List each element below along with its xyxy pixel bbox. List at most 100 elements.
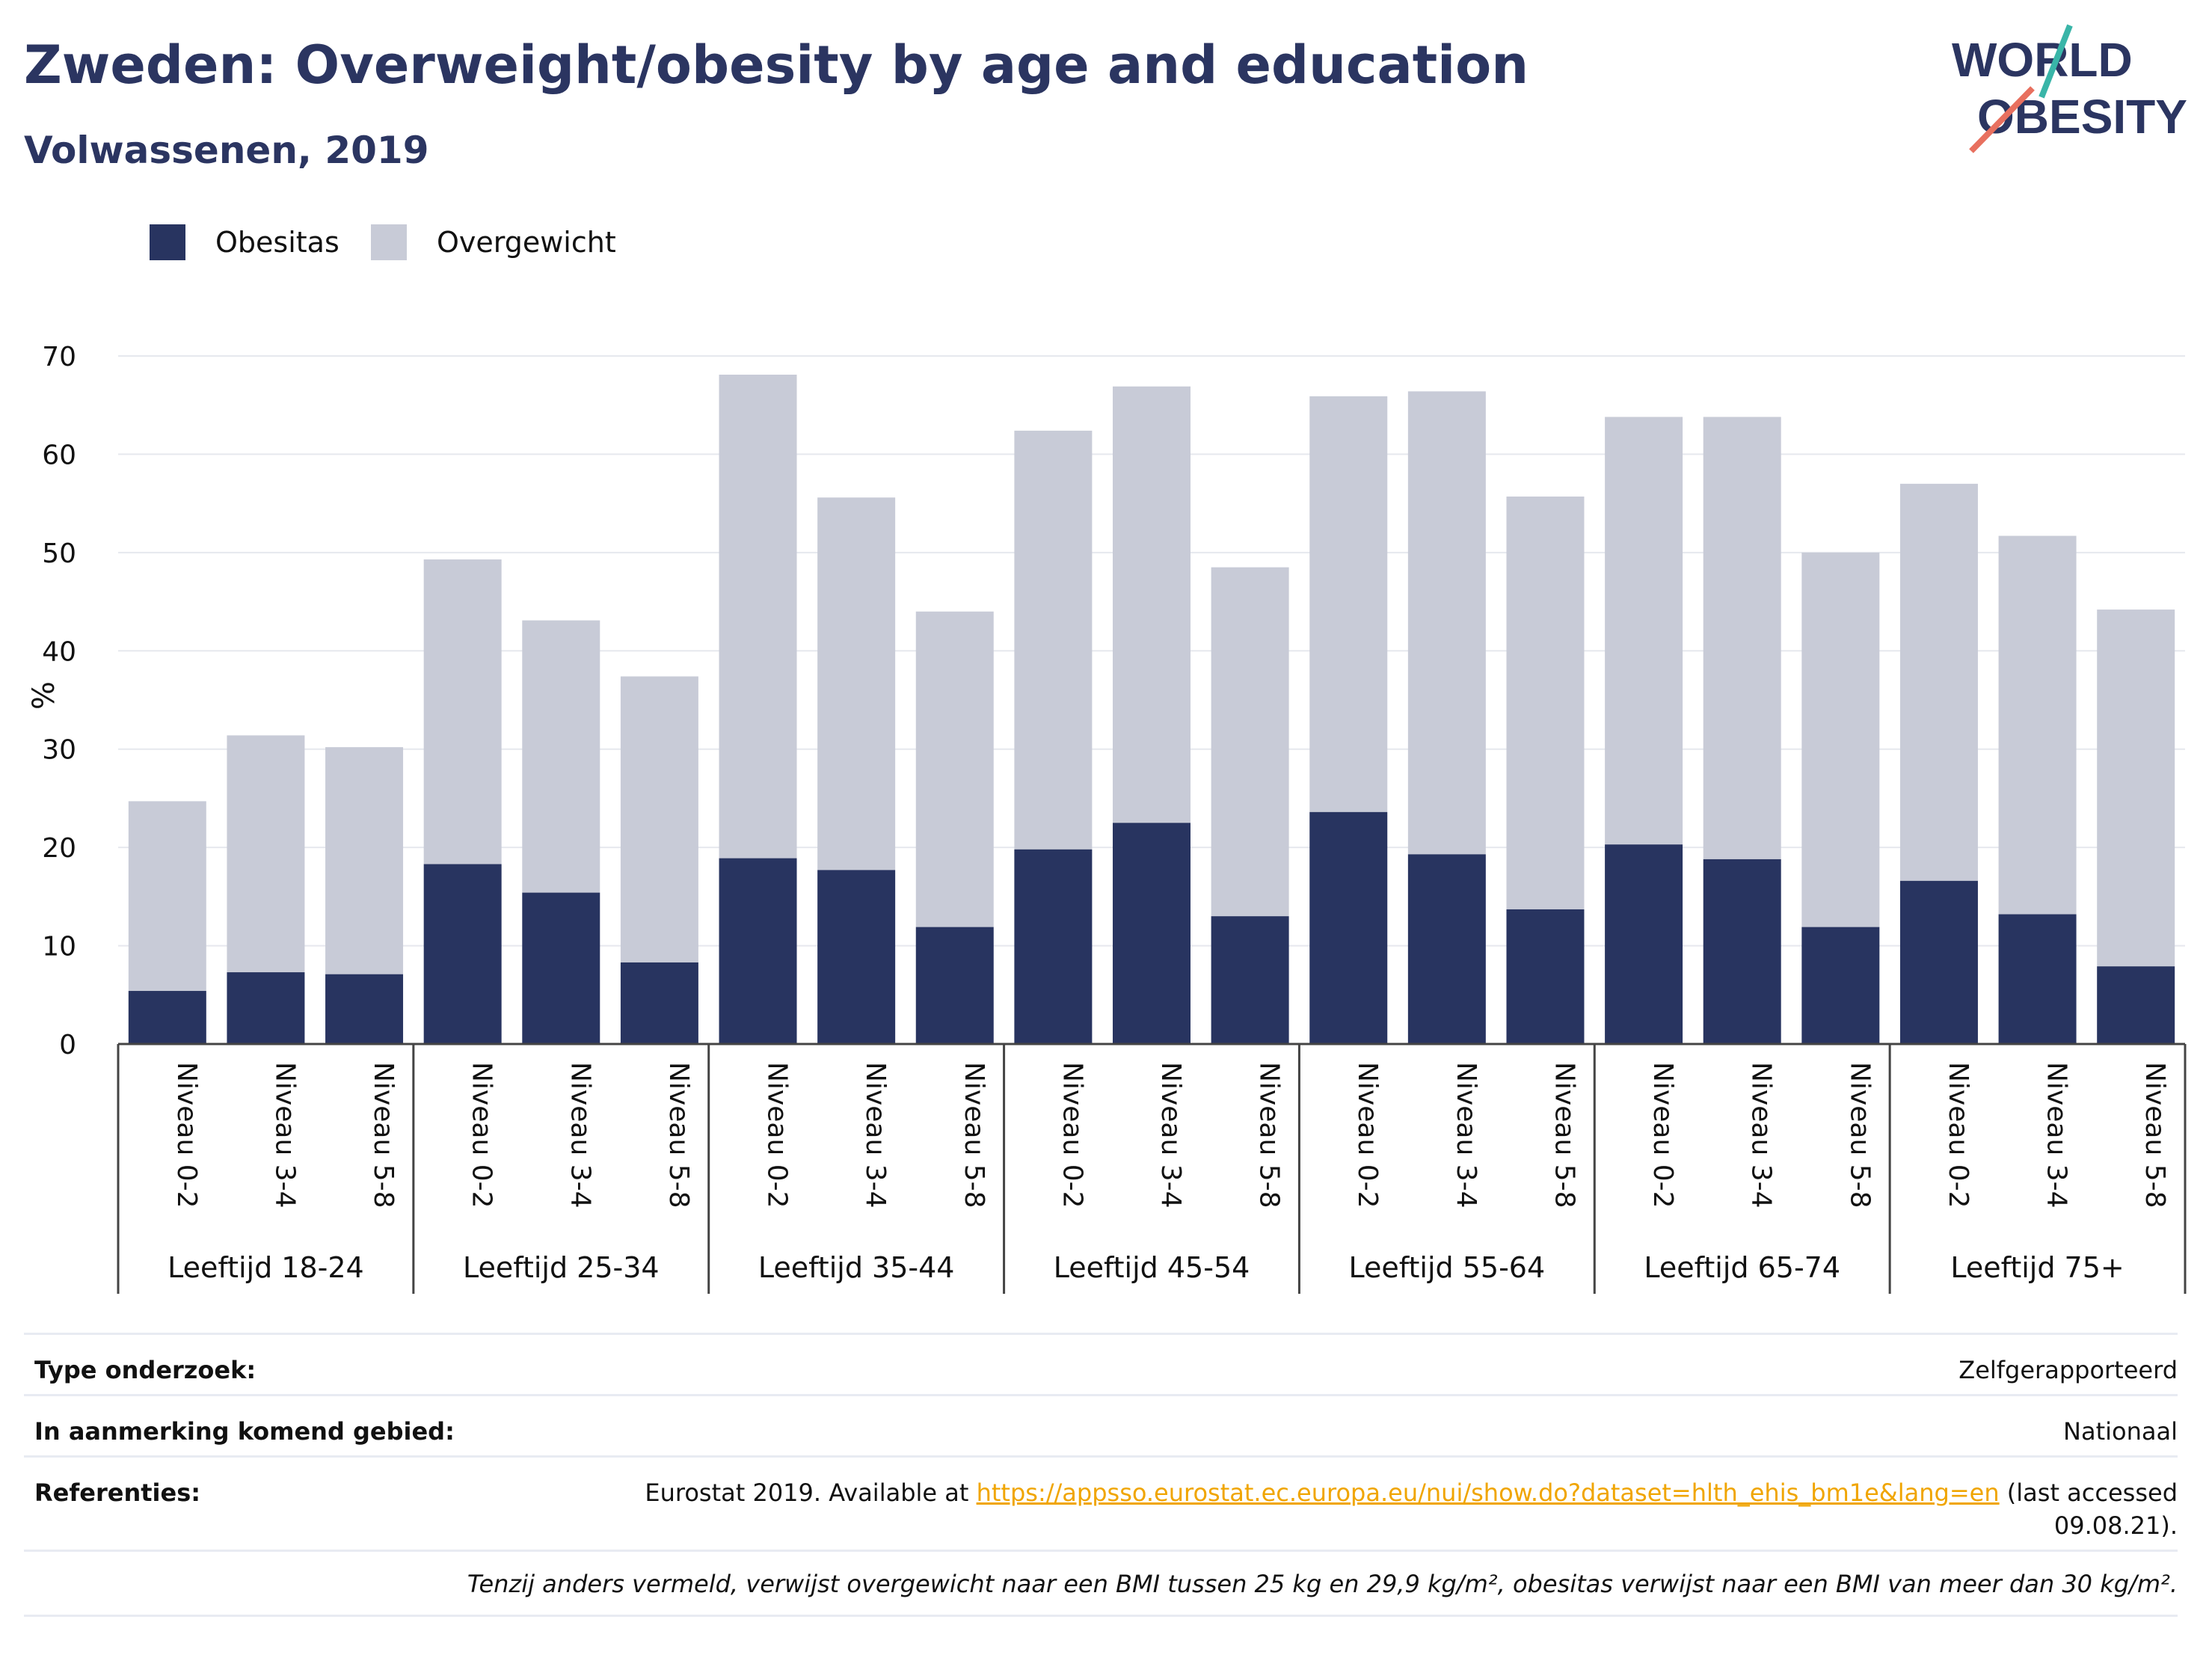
x-tick-label: Niveau 5-8 xyxy=(663,1062,694,1209)
bar-obesitas xyxy=(1113,823,1191,1044)
bar-overgewicht xyxy=(1211,567,1289,917)
bar-overgewicht xyxy=(2097,610,2175,967)
y-tick-label: 60 xyxy=(42,440,76,470)
legend-swatch-overgewicht xyxy=(371,224,407,260)
group-label: Leeftijd 35-44 xyxy=(758,1251,955,1284)
x-tick-label: Niveau 0-2 xyxy=(1647,1062,1678,1209)
bar-obesitas xyxy=(423,864,502,1044)
bar-overgewicht xyxy=(522,620,600,893)
legend-item-overgewicht[interactable]: Overgewicht xyxy=(371,221,616,263)
x-tick-label: Niveau 5-8 xyxy=(368,1062,399,1209)
group-label: Leeftijd 55-64 xyxy=(1349,1251,1546,1284)
stacked-bar-chart: 0 10 20 30 40 50 60 70 Niveau 0-2 Niveau 3-4 Nivea… xyxy=(27,342,2187,1294)
bar-obesitas xyxy=(1998,914,2077,1044)
y-tick-label: 50 xyxy=(42,538,76,569)
logo-text-obesity: OBESITY xyxy=(1977,90,2187,144)
bar-overgewicht xyxy=(1899,483,1978,881)
bar-obesitas xyxy=(1899,880,1978,1044)
bar-overgewicht xyxy=(325,747,404,974)
bar-obesitas xyxy=(522,892,600,1044)
x-tick-label: Niveau 3-4 xyxy=(565,1062,595,1209)
bar-overgewicht xyxy=(1801,552,1880,927)
references-prefix: Eurostat 2019. Available at xyxy=(645,1479,977,1507)
meta-key-type: Type onderzoek: xyxy=(34,1356,256,1384)
meta-value-type: Zelfgerapporteerd xyxy=(1958,1356,2178,1384)
group-label: Leeftijd 45-54 xyxy=(1054,1251,1250,1284)
bar-obesitas xyxy=(325,974,404,1044)
bar-obesitas xyxy=(1506,909,1585,1044)
bar-obesitas xyxy=(1801,927,1880,1044)
bar-overgewicht xyxy=(719,374,797,859)
bar-overgewicht xyxy=(423,559,502,865)
x-tick-label: Niveau 5-8 xyxy=(1254,1062,1285,1209)
bar-overgewicht xyxy=(915,611,994,927)
logo-text-world: WORLD xyxy=(1952,33,2133,87)
bar-overgewicht xyxy=(1506,496,1585,909)
x-tick-label: Niveau 3-4 xyxy=(2042,1062,2072,1209)
bar-obesitas xyxy=(1309,811,1388,1044)
references-suffix: (last accessed xyxy=(1999,1479,2178,1507)
x-tick-label: Niveau 5-8 xyxy=(2139,1062,2170,1209)
y-tick-label: 40 xyxy=(42,636,76,667)
legend-label-obesitas: Obesitas xyxy=(215,226,340,259)
meta-row-references: Referenties: Eurostat 2019. Available at… xyxy=(24,1455,2178,1552)
y-tick-label: 0 xyxy=(59,1030,76,1060)
x-tick-label: Niveau 5-8 xyxy=(1844,1062,1875,1209)
bar-obesitas xyxy=(915,927,994,1044)
meta-value-area: Nationaal xyxy=(2063,1417,2178,1446)
y-tick-label: 20 xyxy=(42,833,76,864)
x-tick-label: Niveau 5-8 xyxy=(1549,1062,1579,1209)
group-label: Leeftijd 18-24 xyxy=(168,1251,364,1284)
bar-obesitas xyxy=(1407,854,1486,1044)
meta-row-type: Type onderzoek: Zelfgerapporteerd xyxy=(24,1333,2178,1396)
chart-axes: 0 10 20 30 40 50 60 70 Niveau 0-2 Niveau 3-4 Nivea… xyxy=(42,342,2187,1294)
page-subtitle: Volwassenen, 2019 xyxy=(24,129,429,172)
bar-obesitas xyxy=(1703,859,1781,1044)
bar-overgewicht xyxy=(620,676,698,962)
bar-overgewicht xyxy=(1407,391,1486,855)
x-tick-label: Niveau 0-2 xyxy=(1943,1062,1973,1209)
meta-row-area: In aanmerking komend gebied: Nationaal xyxy=(24,1394,2178,1458)
references-link[interactable]: https://appsso.eurostat.ec.europa.eu/nui… xyxy=(976,1479,2000,1507)
bar-overgewicht xyxy=(1309,396,1388,812)
logo-slash-teal xyxy=(2039,24,2073,99)
bar-obesitas xyxy=(620,962,698,1044)
metadata-table: Type onderzoek: Zelfgerapporteerd In aan… xyxy=(24,1333,2178,1647)
bar-overgewicht xyxy=(1014,430,1093,850)
logo-slash-coral xyxy=(1969,86,2035,153)
bar-overgewicht xyxy=(227,735,305,973)
meta-value-references: Eurostat 2019. Available at https://apps… xyxy=(645,1479,2178,1507)
bar-obesitas xyxy=(1211,916,1289,1044)
chart-bars xyxy=(128,374,2175,1044)
y-axis-label: % xyxy=(27,681,61,710)
x-tick-label: Niveau 0-2 xyxy=(762,1062,793,1209)
bar-obesitas xyxy=(2097,966,2175,1044)
bar-obesitas xyxy=(227,972,305,1044)
x-tick-label: Niveau 0-2 xyxy=(171,1062,202,1209)
bar-overgewicht xyxy=(1703,417,1781,859)
x-tick-label: Niveau 0-2 xyxy=(467,1062,497,1209)
bar-overgewicht xyxy=(1113,386,1191,823)
y-tick-label: 70 xyxy=(42,342,76,372)
x-tick-label: Niveau 3-4 xyxy=(269,1062,300,1209)
x-tick-label: Niveau 3-4 xyxy=(1451,1062,1481,1209)
y-tick-label: 30 xyxy=(42,735,76,766)
bar-overgewicht xyxy=(1605,417,1683,845)
x-tick-label: Niveau 0-2 xyxy=(1057,1062,1087,1209)
bar-obesitas xyxy=(1605,844,1683,1044)
meta-key-references: Referenties: xyxy=(34,1479,201,1507)
group-label: Leeftijd 75+ xyxy=(1950,1251,2124,1284)
world-obesity-logo: WORLD OBESITY xyxy=(1952,24,2187,153)
bar-obesitas xyxy=(817,870,896,1044)
x-tick-label: Niveau 3-4 xyxy=(860,1062,891,1209)
x-tick-label: Niveau 5-8 xyxy=(959,1062,989,1209)
bar-obesitas xyxy=(719,858,797,1044)
group-label: Leeftijd 65-74 xyxy=(1644,1251,1840,1284)
legend-swatch-obesitas xyxy=(150,224,185,260)
definition-note: Tenzij anders vermeld, verwijst overgewi… xyxy=(467,1570,2178,1598)
legend-item-obesitas[interactable]: Obesitas xyxy=(150,221,340,263)
meta-key-area: In aanmerking komend gebied: xyxy=(34,1417,455,1446)
page-title: Zweden: Overweight/obesity by age and ed… xyxy=(24,34,1529,96)
bar-obesitas xyxy=(128,991,206,1044)
references-line2: 09.08.21). xyxy=(2053,1511,2178,1540)
